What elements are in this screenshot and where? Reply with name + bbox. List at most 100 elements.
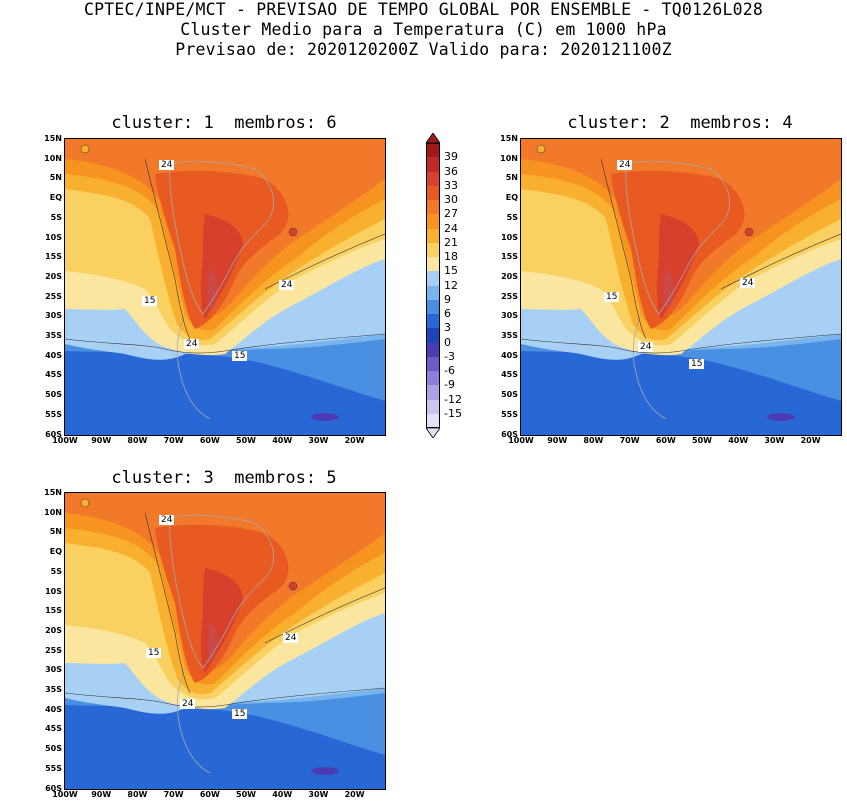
colorbar-tick-label: 24 [444, 221, 458, 235]
lon-tick-label: 60W [199, 436, 220, 445]
colorbar-tick-label: 39 [444, 150, 458, 164]
colorbar-segment [426, 228, 440, 243]
lat-tick-label: 10N [500, 153, 518, 163]
contour-label-24: 24 [617, 160, 633, 170]
lat-tick-label: 20S [501, 271, 518, 281]
lat-tick-label: 40S [501, 350, 518, 360]
lat-tick-label: 5N [49, 527, 62, 537]
colorbar-tick-label: -15 [444, 406, 462, 420]
colorbar-segment [426, 399, 440, 414]
lon-tick-label: 100W [508, 436, 534, 445]
lon-tick-label: 70W [619, 436, 640, 445]
lat-tick-label: 15N [500, 134, 518, 143]
lat-tick-label: 40S [45, 704, 62, 714]
lon-tick-label: 30W [308, 790, 329, 799]
lat-tick-label: 45S [45, 724, 62, 734]
colorbar-tick-label: 30 [444, 193, 458, 206]
lat-tick-label: 50S [45, 390, 62, 400]
lon-tick-label: 30W [764, 436, 785, 445]
lon-tick-label: 40W [728, 436, 749, 445]
lat-tick-label: 5S [506, 212, 518, 222]
colorbar-segment [426, 214, 440, 229]
lat-tick-label: 60S [501, 429, 518, 439]
lat-tick-label: 10S [501, 232, 518, 242]
lat-tick-label: 55S [501, 409, 518, 419]
lat-tick-label: EQ [49, 547, 62, 557]
lon-tick-label: 20W [344, 436, 365, 445]
colorbar-tick-label: 36 [444, 164, 458, 178]
colorbar-segment [426, 356, 440, 371]
lon-tick-label: 70W [163, 790, 184, 799]
colorbar-segment [426, 299, 440, 314]
lon-tick-label: 50W [692, 436, 712, 445]
lat-tick-label: 50S [501, 390, 518, 400]
contour-label-24: 24 [740, 278, 756, 288]
panel-1-map [64, 138, 386, 436]
contour-label-15: 15 [232, 351, 248, 361]
contour-label-15: 15 [146, 648, 162, 658]
lon-tick-label: 60W [199, 790, 220, 799]
contour-label-24: 24 [283, 633, 299, 643]
lat-tick-label: 20S [45, 271, 62, 281]
contour-label-15: 15 [604, 292, 620, 302]
contour-label-24: 24 [638, 342, 654, 352]
colorbar-segment [426, 242, 440, 257]
colorbar-segment [426, 371, 440, 386]
colorbar-tick-label: 21 [444, 235, 458, 249]
colorbar-top-arrow [426, 133, 440, 143]
lat-tick-label: 15N [44, 488, 62, 497]
lat-tick-label: 55S [45, 409, 62, 419]
colorbar-tick-label: -6 [444, 364, 455, 377]
panel-1-title: cluster: 1 membros: 6 [111, 113, 337, 133]
colorbar-segment [426, 285, 440, 300]
lon-tick-label: 50W [236, 790, 256, 799]
colorbar-tick-label: -12 [444, 392, 462, 406]
lat-tick-label: 35S [45, 685, 62, 694]
lon-tick-label: 90W [91, 436, 112, 445]
lat-tick-label: 30S [501, 311, 518, 321]
contour-label-15: 15 [142, 296, 158, 306]
lon-tick-label: 20W [344, 790, 365, 799]
lat-tick-label: 15S [45, 252, 62, 262]
colorbar-segment [426, 342, 440, 357]
panel-3-title: cluster: 3 membros: 5 [111, 468, 337, 488]
colorbar-tick-label: -9 [444, 378, 455, 392]
colorbar [426, 143, 440, 428]
lon-tick-label: 40W [272, 436, 293, 445]
lat-tick-label: 5S [50, 212, 62, 222]
lon-tick-label: 70W [163, 436, 184, 445]
panel-2-field [521, 139, 841, 435]
colorbar-tick-label: 9 [444, 292, 451, 306]
colorbar-tick-label: 3 [444, 321, 451, 335]
lat-tick-label: 30S [45, 665, 62, 675]
header-line-3: Previsao de: 2020120200Z Valido para: 20… [175, 40, 672, 59]
colorbar-tick-label: -3 [444, 349, 455, 363]
lat-tick-label: 15N [44, 134, 62, 143]
lat-tick-label: 5N [49, 173, 62, 183]
lon-tick-label: 80W [127, 790, 148, 799]
contour-label-24: 24 [279, 280, 295, 290]
panel-2-map [520, 138, 842, 436]
colorbar-tick-label: 0 [444, 335, 451, 349]
colorbar-segment [426, 413, 440, 428]
lon-tick-label: 80W [583, 436, 604, 445]
lat-tick-label: 15S [45, 606, 62, 616]
header-line-1: CPTEC/INPE/MCT - PREVISAO DE TEMPO GLOBA… [84, 0, 763, 19]
lat-tick-label: 10N [44, 153, 62, 163]
lon-tick-label: 100W [52, 436, 78, 445]
contour-label-15: 15 [232, 709, 248, 719]
lon-tick-label: 40W [272, 790, 293, 799]
colorbar-tick-label: 27 [444, 207, 458, 221]
lat-tick-label: 5S [50, 566, 62, 576]
lat-tick-label: 60S [45, 429, 62, 439]
colorbar-segment [426, 185, 440, 200]
lat-tick-label: 25S [45, 645, 62, 655]
lat-tick-label: 10S [45, 232, 62, 242]
lon-tick-label: 90W [91, 790, 112, 799]
lat-tick-label: 50S [45, 744, 62, 754]
lat-tick-label: 15S [501, 252, 518, 262]
colorbar-tick-label: 33 [444, 178, 458, 192]
colorbar-segment [426, 200, 440, 215]
colorbar-bottom-arrow [426, 428, 440, 438]
contour-label-24: 24 [184, 339, 200, 349]
